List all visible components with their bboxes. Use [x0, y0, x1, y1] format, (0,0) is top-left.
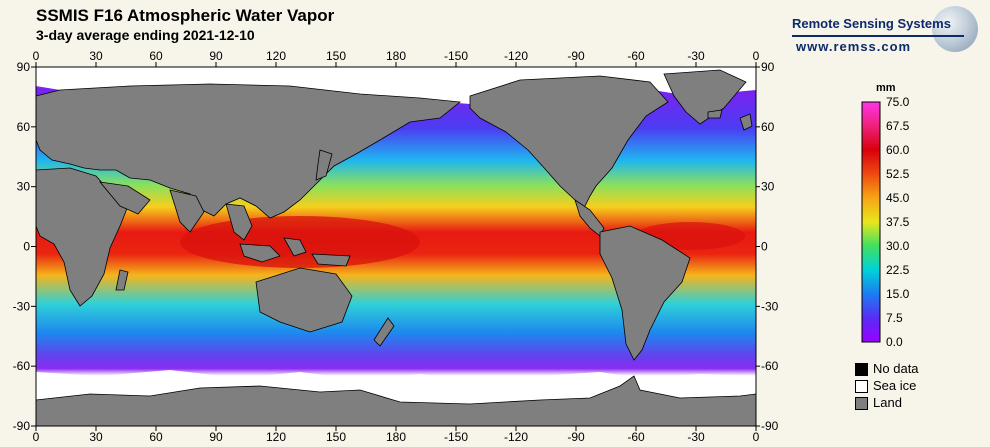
brand-url: www.remss.com	[796, 39, 912, 54]
colorbar-tick-label: 7.5	[886, 311, 903, 325]
latitude-label: -30	[13, 299, 31, 313]
longitude-axis-bottom: 0 30 60 90 120 150 180 -150 -120 -90 -60 -30 0	[33, 426, 760, 444]
colorbar-tick-label: 67.5	[886, 119, 910, 133]
longitude-label: 0	[33, 49, 40, 63]
colorbar	[861, 101, 881, 343]
latitude-label: 30	[17, 180, 31, 194]
map-key-swatch	[855, 397, 868, 410]
longitude-label: 0	[753, 430, 760, 444]
brand-divider	[792, 35, 964, 37]
map-key-swatch	[855, 380, 868, 393]
latitude-label: 60	[17, 120, 31, 134]
brand-logo[interactable]: Remote Sensing Systems www.remss.com	[792, 6, 982, 66]
colorbar-tick-label: 75.0	[886, 95, 910, 109]
longitude-label: 60	[149, 430, 163, 444]
longitude-label: 0	[33, 430, 40, 444]
map-title: SSMIS F16 Atmospheric Water Vapor	[36, 6, 335, 25]
longitude-label: -120	[504, 49, 528, 63]
longitude-label: -150	[444, 430, 468, 444]
colorbar-tick-label: 60.0	[886, 143, 910, 157]
longitude-label: 180	[386, 49, 406, 63]
latitude-label: 90	[17, 60, 31, 74]
longitude-label: 120	[266, 430, 286, 444]
longitude-axis-top: 0 30 60 90 120 150 180 -150 -120 -90 -60 -30 0	[33, 49, 760, 67]
longitude-label: 90	[209, 430, 223, 444]
latitude-label: 0	[23, 240, 30, 254]
longitude-label: 90	[209, 49, 223, 63]
longitude-label: -120	[504, 430, 528, 444]
map-key-label: Sea ice	[873, 378, 917, 393]
latitude-label: -30	[761, 299, 779, 313]
latitude-label: -60	[761, 359, 779, 373]
latitude-label: 30	[761, 180, 775, 194]
colorbar-tick-label: 52.5	[886, 167, 910, 181]
longitude-label: -30	[687, 49, 705, 63]
colorbar-tick-label: 15.0	[886, 287, 910, 301]
colorbar-tick-label: 30.0	[886, 239, 910, 253]
latitude-label: -90	[13, 419, 31, 433]
longitude-label: -90	[567, 49, 585, 63]
colorbar-tick-label: 0.0	[886, 335, 903, 349]
colorbar-tick-label: 37.5	[886, 215, 910, 229]
longitude-label: -60	[627, 430, 645, 444]
longitude-label: 60	[149, 49, 163, 63]
latitude-axis-left: 90 60 30 0 -30 -60 -90	[13, 60, 36, 433]
longitude-label: 0	[753, 49, 760, 63]
longitude-label: -150	[444, 49, 468, 63]
land	[36, 69, 756, 426]
colorbar-tick-label: 22.5	[886, 263, 910, 277]
longitude-label: -60	[627, 49, 645, 63]
latitude-label: 90	[761, 60, 775, 74]
longitude-label: 180	[386, 430, 406, 444]
map-key-label: No data	[873, 361, 919, 376]
map-key-label: Land	[873, 395, 902, 410]
longitude-label: -30	[687, 430, 705, 444]
latitude-axis-right: 90 60 30 0 -30 -60 -90	[756, 60, 779, 433]
colorbar-tick-label: 45.0	[886, 191, 910, 205]
longitude-label: -90	[567, 430, 585, 444]
map-key-swatch	[855, 363, 868, 376]
latitude-label: -90	[761, 419, 779, 433]
latitude-label: -60	[13, 359, 31, 373]
longitude-label: 150	[326, 49, 346, 63]
longitude-label: 120	[266, 49, 286, 63]
latitude-label: 0	[761, 240, 768, 254]
colorbar-unit: mm	[876, 82, 896, 94]
longitude-label: 150	[326, 430, 346, 444]
brand-name: Remote Sensing Systems	[792, 16, 951, 31]
map-subtitle: 3-day average ending 2021-12-10	[36, 27, 255, 43]
longitude-label: 30	[89, 430, 103, 444]
longitude-label: 30	[89, 49, 103, 63]
latitude-label: 60	[761, 120, 775, 134]
globe-icon	[932, 6, 978, 52]
